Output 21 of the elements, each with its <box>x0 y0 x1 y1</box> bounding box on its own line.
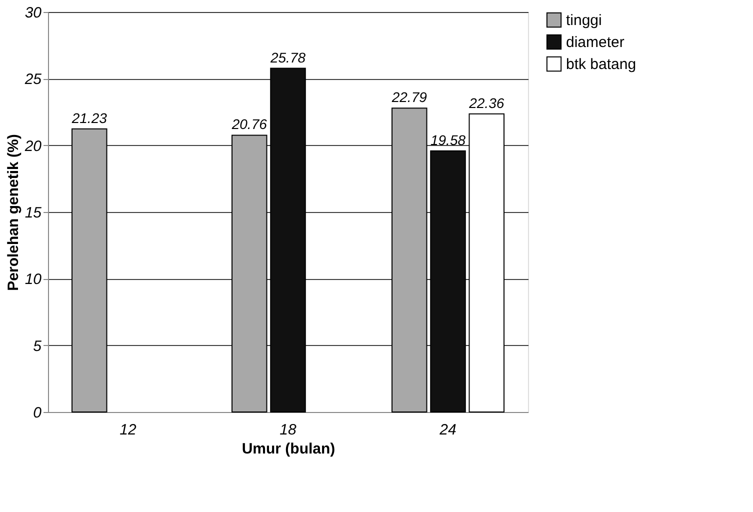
data-label: 25.78 <box>269 49 306 66</box>
legend-label: btk batang <box>566 56 636 73</box>
data-label: 21.23 <box>70 110 108 126</box>
y-tick-label: 25 <box>24 71 42 88</box>
legend-label: diameter <box>566 34 624 51</box>
data-label: 20.76 <box>230 116 268 132</box>
y-tick-label: 0 <box>33 404 42 422</box>
x-tick-label: 12 <box>120 422 137 438</box>
y-axis-title: Perolehan genetik (%) <box>4 134 22 291</box>
legend-label: tinggi <box>566 12 602 29</box>
y-tick-label: 15 <box>24 204 42 222</box>
y-tick-label: 20 <box>24 138 42 155</box>
y-tick-label: 10 <box>24 271 42 288</box>
x-tick-label: 18 <box>280 422 297 438</box>
y-tick-label: 5 <box>33 338 42 355</box>
y-tick-label: 30 <box>24 4 42 22</box>
data-label: 19.58 <box>430 132 466 148</box>
x-tick-label: 24 <box>438 422 456 438</box>
data-label: 22.36 <box>468 94 504 111</box>
x-axis-title: Umur (bulan) <box>242 440 336 458</box>
data-label: 22.79 <box>390 89 428 106</box>
